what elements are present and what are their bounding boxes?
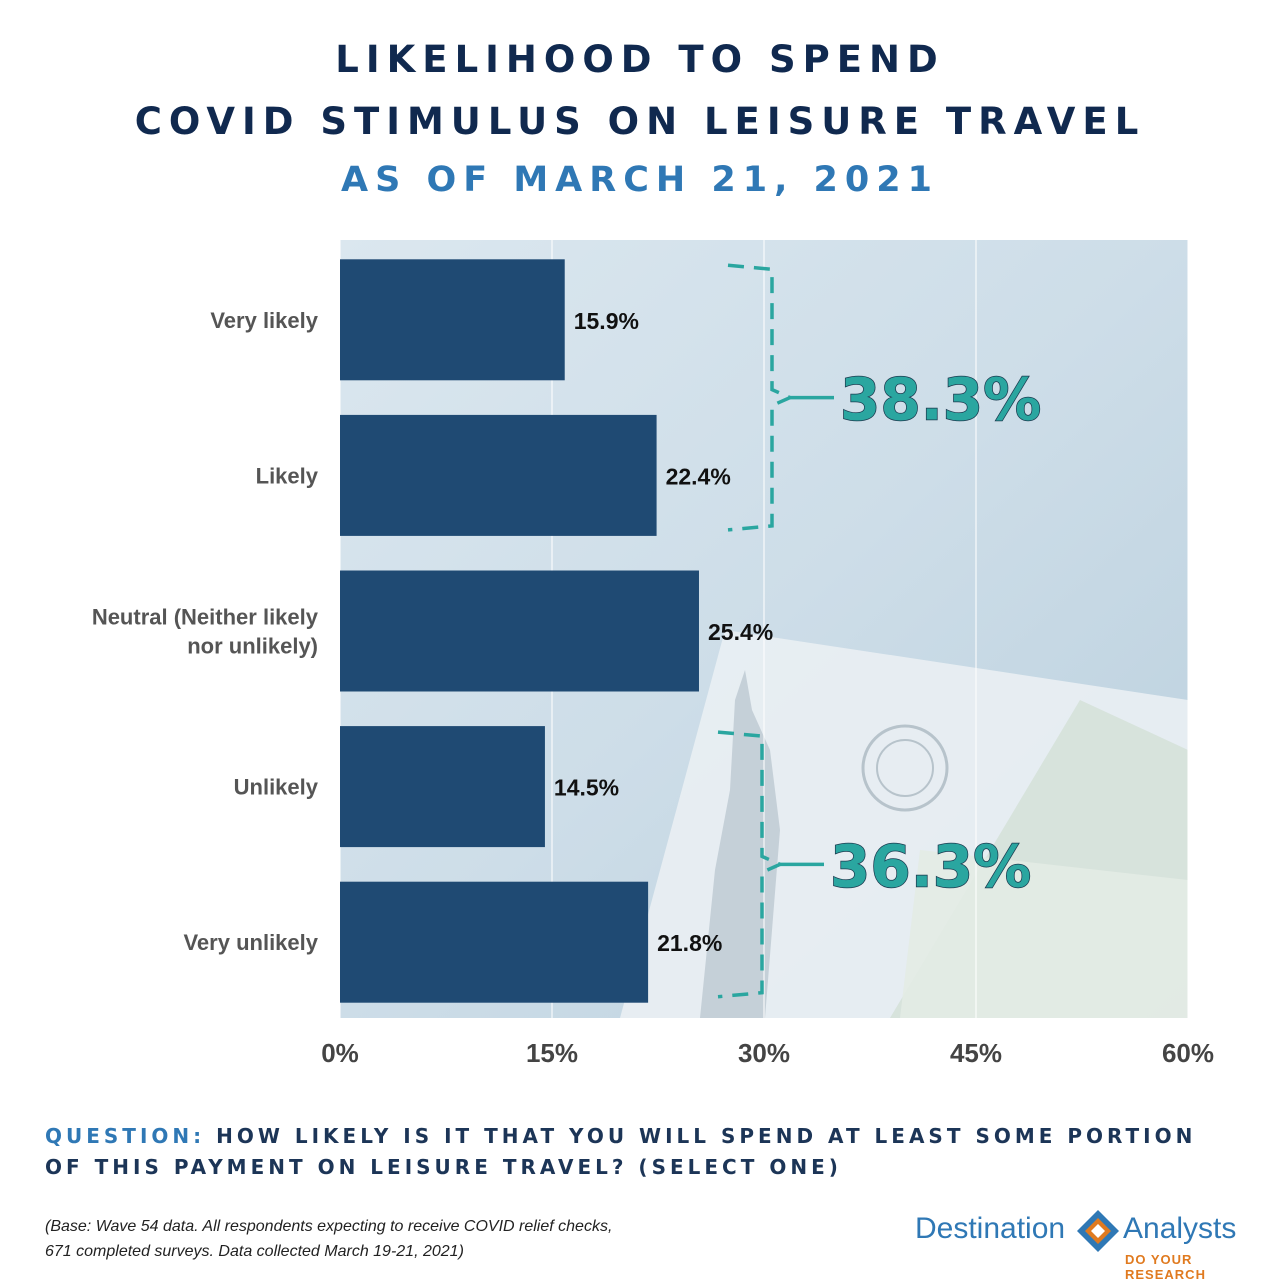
base-note-line-2: 671 completed surveys. Data collected Ma… (45, 1243, 464, 1260)
logo-text-right: Analysts (1123, 1212, 1237, 1245)
value-label: 22.4% (666, 463, 731, 489)
x-tick-label: 45% (950, 1038, 1002, 1068)
value-label: 15.9% (574, 308, 639, 334)
question-label: QUESTION: (45, 1124, 206, 1148)
bar-chart: Very likely Likely Neutral (Neither likely… (92, 240, 1214, 1068)
group-brackets: 38.3% 36.3% (717, 263, 1042, 999)
logo-tagline: DO YOUR RESEARCH (1125, 1252, 1206, 1282)
destination-analysts-logo: Destination Analysts DO YOUR RESEARCH (915, 1206, 1265, 1282)
treasury-seal-icon (861, 724, 949, 812)
x-tick-label: 30% (738, 1038, 790, 1068)
chart-title-line-2: COVID STIMULUS ON LEISURE TRAVEL (134, 100, 1146, 143)
x-tick-label: 15% (526, 1038, 578, 1068)
value-label: 14.5% (554, 775, 619, 801)
group-total-label: 36.3% (830, 832, 1031, 900)
group-total-label: 38.3% (840, 366, 1041, 434)
banknote-front (900, 850, 1188, 1018)
survey-question: QUESTION: HOW LIKELY IS IT THAT YOU WILL… (45, 1121, 1225, 1183)
value-label: 25.4% (708, 619, 773, 645)
x-tick-label: 0% (321, 1038, 359, 1068)
category-label: Very likely (210, 308, 318, 333)
value-label: 21.8% (657, 930, 722, 956)
base-note-line-1: (Base: Wave 54 data. All respondents exp… (45, 1218, 613, 1235)
bar (340, 726, 545, 848)
chart-subtitle: AS OF MARCH 21, 2021 (341, 160, 939, 200)
category-label: Neutral (Neither likely (92, 605, 319, 630)
category-label: Very unlikely (183, 930, 318, 955)
bar (340, 259, 565, 381)
bar (340, 570, 699, 692)
bar (340, 881, 649, 1003)
category-label: nor unlikely) (187, 634, 318, 659)
category-label: Likely (256, 463, 319, 488)
diamond-logo-icon (1077, 1210, 1119, 1252)
logo-text-left: Destination (915, 1212, 1066, 1245)
question-text: HOW LIKELY IS IT THAT YOU WILL SPEND AT … (45, 1124, 1197, 1179)
treasury-seal-inner-icon (876, 739, 934, 797)
category-labels: Very likely Likely Neutral (Neither likely… (92, 308, 319, 955)
x-tick-labels: 0% 15% 30% 45% 60% (321, 1038, 1214, 1068)
bar (340, 414, 657, 536)
value-labels: 15.9% 22.4% 25.4% 14.5% 21.8% (554, 308, 773, 956)
category-label: Unlikely (234, 775, 319, 800)
base-note: (Base: Wave 54 data. All respondents exp… (45, 1214, 765, 1264)
chart-title-line-1: LIKELIHOOD TO SPEND (335, 38, 945, 81)
stimulus-check-illustration (620, 630, 1188, 1018)
statue-of-liberty-icon (700, 670, 780, 1018)
x-tick-label: 60% (1162, 1038, 1214, 1068)
bars (340, 259, 699, 1003)
